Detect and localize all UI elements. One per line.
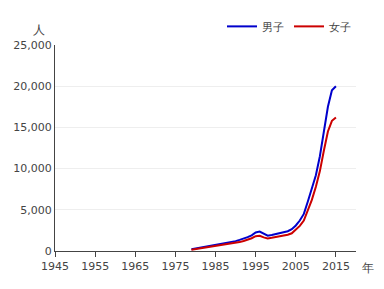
svg-text:年: 年 [362, 261, 374, 275]
svg-text:1975: 1975 [161, 260, 189, 273]
svg-text:1965: 1965 [121, 260, 149, 273]
svg-text:20,000: 20,000 [13, 80, 52, 93]
svg-text:1955: 1955 [81, 260, 109, 273]
svg-text:女子: 女子 [329, 21, 351, 34]
svg-text:2005: 2005 [282, 260, 310, 273]
svg-text:1945: 1945 [41, 260, 69, 273]
svg-text:10,000: 10,000 [13, 162, 52, 175]
svg-text:人: 人 [33, 23, 45, 37]
svg-text:2015: 2015 [322, 260, 350, 273]
svg-text:25,000: 25,000 [13, 39, 52, 52]
svg-text:5,000: 5,000 [20, 204, 52, 217]
svg-text:1985: 1985 [202, 260, 230, 273]
svg-text:0: 0 [45, 245, 52, 258]
svg-text:1995: 1995 [242, 260, 270, 273]
svg-text:男子: 男子 [262, 21, 284, 34]
svg-text:15,000: 15,000 [13, 121, 52, 134]
